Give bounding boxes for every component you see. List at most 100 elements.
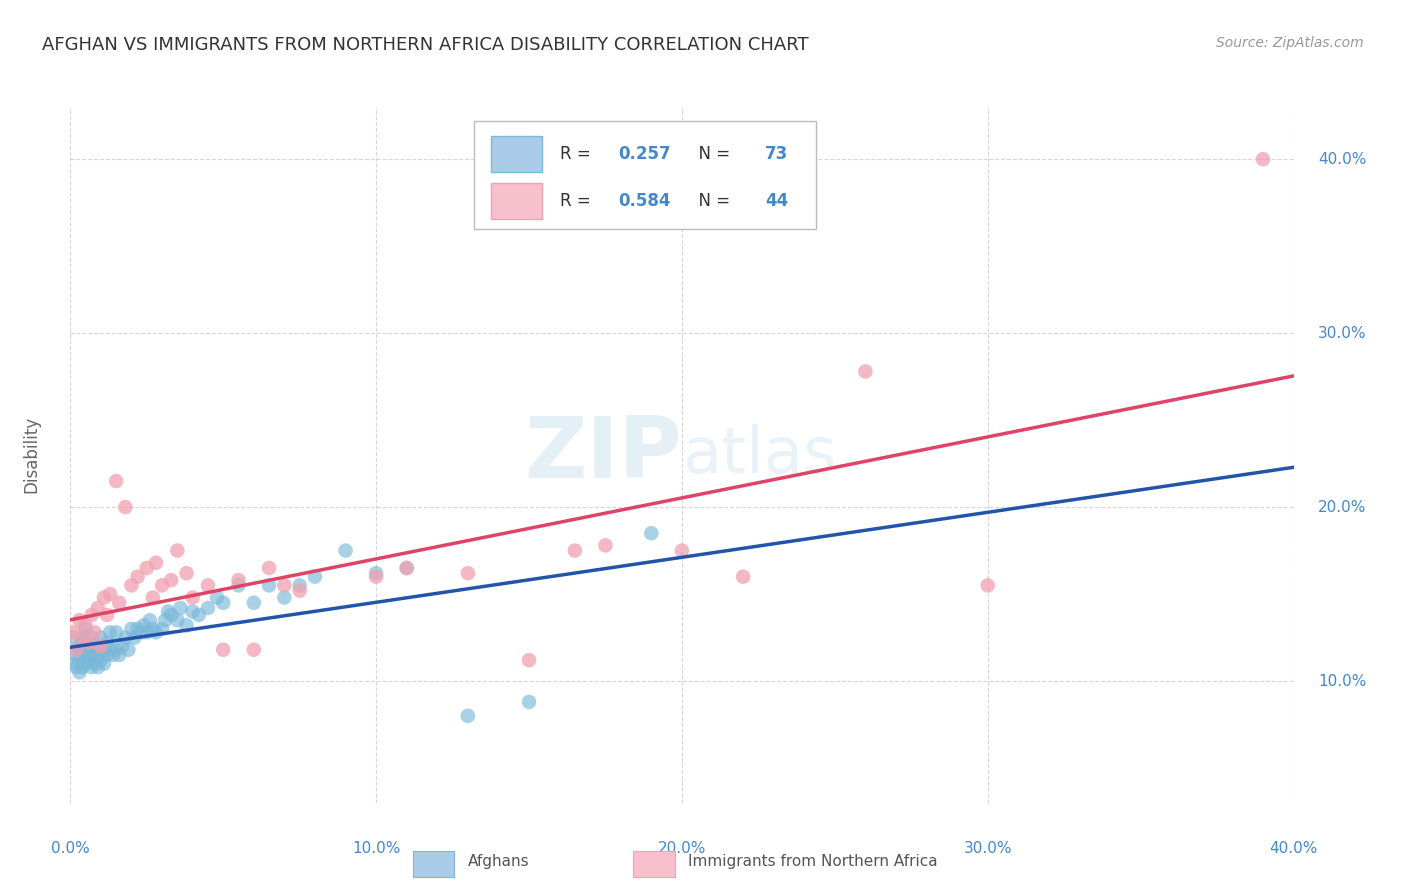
Point bbox=[197, 578, 219, 592]
Point bbox=[69, 665, 91, 680]
Point bbox=[145, 556, 167, 570]
Point bbox=[80, 631, 103, 645]
Point bbox=[96, 648, 118, 662]
Point bbox=[640, 526, 662, 541]
Text: 44: 44 bbox=[765, 192, 789, 210]
Point bbox=[62, 657, 84, 671]
Point bbox=[288, 578, 311, 592]
Point bbox=[257, 561, 280, 575]
Point bbox=[564, 543, 586, 558]
Point bbox=[228, 573, 250, 587]
Point bbox=[90, 639, 112, 653]
Point bbox=[117, 642, 139, 657]
Text: 40.0%: 40.0% bbox=[1317, 152, 1367, 167]
Point bbox=[80, 607, 103, 622]
Point bbox=[517, 653, 540, 667]
Text: Immigrants from Northern Africa: Immigrants from Northern Africa bbox=[688, 855, 938, 870]
Point bbox=[105, 642, 128, 657]
Point bbox=[108, 596, 131, 610]
Point bbox=[69, 613, 91, 627]
Point bbox=[127, 569, 149, 583]
Point bbox=[135, 625, 157, 640]
Point bbox=[93, 657, 115, 671]
Text: R =: R = bbox=[560, 192, 596, 210]
Point bbox=[65, 642, 87, 657]
Text: Afghans: Afghans bbox=[468, 855, 530, 870]
Point bbox=[142, 591, 165, 605]
Point bbox=[90, 653, 112, 667]
FancyBboxPatch shape bbox=[474, 121, 817, 229]
Point bbox=[205, 591, 228, 605]
Point bbox=[114, 631, 136, 645]
Point bbox=[93, 591, 115, 605]
Point bbox=[976, 578, 998, 592]
Text: 0.0%: 0.0% bbox=[51, 841, 90, 856]
Point bbox=[75, 657, 97, 671]
Point bbox=[1251, 152, 1274, 166]
Point bbox=[75, 618, 97, 632]
Text: 30.0%: 30.0% bbox=[1317, 326, 1367, 341]
Point bbox=[197, 601, 219, 615]
Point bbox=[595, 538, 617, 552]
Point bbox=[90, 642, 112, 657]
Point bbox=[139, 613, 162, 627]
Text: N =: N = bbox=[688, 192, 735, 210]
Point bbox=[98, 587, 121, 601]
Point bbox=[366, 569, 388, 583]
Text: Disability: Disability bbox=[22, 417, 41, 493]
Point bbox=[129, 625, 152, 640]
Point bbox=[87, 648, 110, 662]
FancyBboxPatch shape bbox=[633, 851, 675, 877]
Point bbox=[75, 622, 97, 636]
Point bbox=[105, 474, 128, 488]
Point bbox=[83, 657, 105, 671]
Point bbox=[304, 569, 326, 583]
FancyBboxPatch shape bbox=[491, 183, 543, 219]
Text: AFGHAN VS IMMIGRANTS FROM NORTHERN AFRICA DISABILITY CORRELATION CHART: AFGHAN VS IMMIGRANTS FROM NORTHERN AFRIC… bbox=[42, 36, 808, 54]
Point bbox=[395, 561, 418, 575]
Point bbox=[83, 625, 105, 640]
Point bbox=[65, 648, 87, 662]
Point bbox=[228, 578, 250, 592]
Point bbox=[77, 639, 100, 653]
Point bbox=[69, 639, 91, 653]
Point bbox=[157, 605, 180, 619]
Point bbox=[169, 601, 191, 615]
Point bbox=[98, 642, 121, 657]
Point bbox=[83, 642, 105, 657]
Point bbox=[335, 543, 357, 558]
Text: Source: ZipAtlas.com: Source: ZipAtlas.com bbox=[1216, 36, 1364, 50]
Text: 20.0%: 20.0% bbox=[1317, 500, 1367, 515]
Point bbox=[176, 566, 198, 581]
Text: N =: N = bbox=[688, 145, 735, 163]
Point bbox=[90, 631, 112, 645]
Point bbox=[87, 660, 110, 674]
Point bbox=[166, 613, 188, 627]
Point bbox=[273, 578, 295, 592]
Point bbox=[517, 695, 540, 709]
Point bbox=[72, 642, 94, 657]
Point bbox=[733, 569, 755, 583]
Point bbox=[135, 561, 157, 575]
Point bbox=[62, 631, 84, 645]
Point bbox=[160, 607, 183, 622]
Point bbox=[75, 648, 97, 662]
Text: 0.584: 0.584 bbox=[619, 192, 671, 210]
Point bbox=[105, 625, 128, 640]
Point bbox=[212, 642, 235, 657]
Point bbox=[187, 607, 209, 622]
Point bbox=[124, 631, 146, 645]
Point bbox=[121, 578, 143, 592]
Text: ZIP: ZIP bbox=[524, 413, 682, 497]
FancyBboxPatch shape bbox=[491, 136, 543, 172]
Text: R =: R = bbox=[560, 145, 596, 163]
Point bbox=[150, 578, 173, 592]
Point bbox=[142, 622, 165, 636]
Point bbox=[96, 607, 118, 622]
Text: 0.257: 0.257 bbox=[619, 145, 671, 163]
Text: atlas: atlas bbox=[682, 424, 837, 486]
Point bbox=[181, 605, 204, 619]
Point bbox=[62, 625, 84, 640]
Text: 40.0%: 40.0% bbox=[1270, 841, 1317, 856]
Point bbox=[181, 591, 204, 605]
